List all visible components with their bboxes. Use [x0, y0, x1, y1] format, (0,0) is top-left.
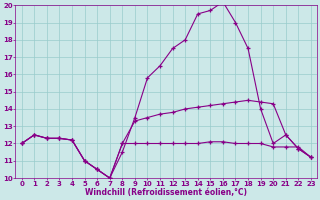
- X-axis label: Windchill (Refroidissement éolien,°C): Windchill (Refroidissement éolien,°C): [85, 188, 247, 197]
